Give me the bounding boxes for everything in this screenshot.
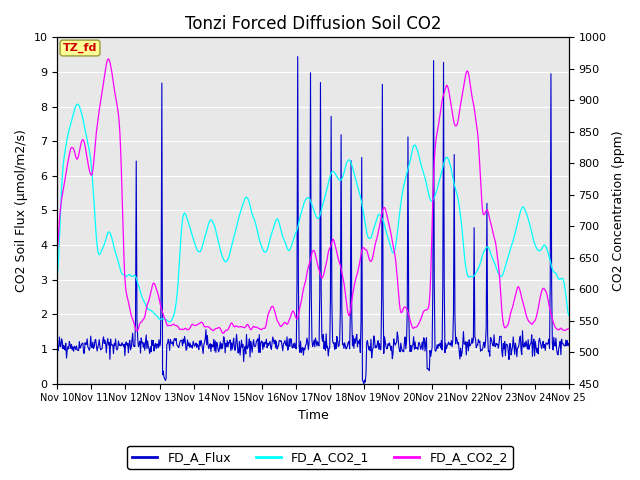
- Title: Tonzi Forced Diffusion Soil CO2: Tonzi Forced Diffusion Soil CO2: [185, 15, 441, 33]
- Text: TZ_fd: TZ_fd: [63, 43, 97, 53]
- Y-axis label: CO2 Concentration (ppm): CO2 Concentration (ppm): [612, 130, 625, 291]
- X-axis label: Time: Time: [298, 409, 328, 422]
- Legend: FD_A_Flux, FD_A_CO2_1, FD_A_CO2_2: FD_A_Flux, FD_A_CO2_1, FD_A_CO2_2: [127, 446, 513, 469]
- Y-axis label: CO2 Soil Flux (μmol/m2/s): CO2 Soil Flux (μmol/m2/s): [15, 129, 28, 292]
